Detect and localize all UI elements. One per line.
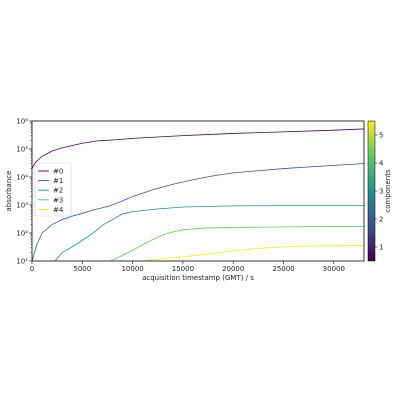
x-tick-label: 30000 (323, 265, 345, 273)
y-tick-label: 10⁶ (16, 118, 28, 126)
x-tick-label: 10000 (121, 265, 143, 273)
y-tick-label: 10² (16, 230, 28, 238)
series-line-2 (54, 205, 364, 262)
y-tick-label: 10¹ (16, 258, 28, 266)
y-tick-label: 10³ (16, 202, 28, 210)
colorbar: 1 2 3 4 5 (367, 120, 384, 262)
x-tick-label: 20000 (222, 265, 244, 273)
legend-label-1: #1 (53, 177, 63, 185)
colorbar-tick-label: 1 (379, 244, 383, 252)
legend-label-2: #2 (53, 187, 63, 195)
series-line-3 (110, 226, 365, 262)
colorbar-tick-label: 4 (379, 160, 384, 168)
plot-frame (31, 120, 365, 262)
series-layer (31, 128, 365, 262)
x-axis-label: acquisition timestamp (GMT) / s (142, 274, 254, 282)
colorbar-label: components (384, 169, 392, 213)
legend-label-4: #4 (53, 206, 64, 214)
series-line-1 (31, 163, 365, 262)
legend: #0#1 #2#3 #4 (34, 162, 72, 217)
x-tick-label: 5000 (73, 265, 91, 273)
plot-background (32, 121, 364, 261)
colorbar-tick-label: 3 (379, 188, 383, 196)
axes-layer: 0 5000 10000 15000 20000 25000 30000 10¹ 10² 10³ 1… (16, 118, 365, 273)
x-tick-label: 25000 (272, 265, 294, 273)
y-tick-label: 10⁵ (16, 146, 28, 154)
x-tick-label: 15000 (172, 265, 194, 273)
x-tick-label: 0 (30, 265, 34, 273)
colorbar-tick-label: 2 (379, 216, 383, 224)
legend-label-3: #3 (53, 196, 63, 204)
series-line-0 (31, 128, 365, 169)
series-line-4 (142, 245, 365, 262)
y-axis-label: absorbance (5, 171, 13, 212)
legend-box (34, 162, 72, 217)
legend-label-0: #0 (53, 168, 63, 176)
y-tick-label: 10⁴ (16, 174, 28, 182)
plot-area (32, 121, 364, 261)
colorbar-gradient (367, 120, 376, 262)
colorbar-tick-label: 5 (379, 132, 383, 140)
